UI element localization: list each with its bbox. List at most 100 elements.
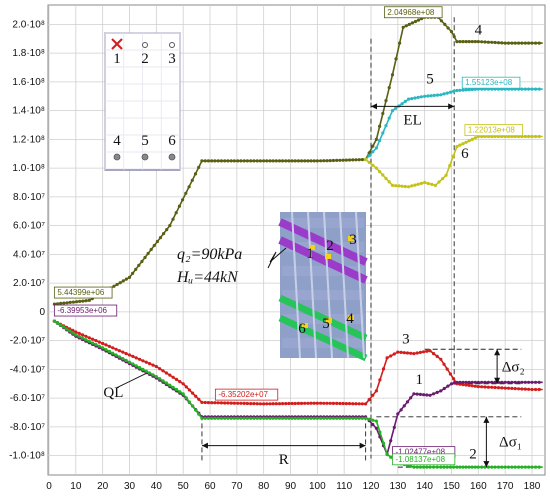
series-point <box>537 387 541 392</box>
series-point <box>177 204 181 208</box>
callout-label: -6.39953e+06 <box>57 306 107 315</box>
series-point <box>389 354 393 358</box>
legend-panel-label: 4 <box>113 133 121 149</box>
legend-panel-label: 3 <box>168 51 176 67</box>
series-point <box>467 139 471 143</box>
series-label: 1 <box>416 372 424 388</box>
series-point <box>124 358 128 362</box>
series-point <box>500 465 504 469</box>
inset-gauge <box>325 254 331 259</box>
series-point <box>331 401 335 405</box>
series-point <box>476 40 480 44</box>
series-point <box>338 158 342 162</box>
inset-plate <box>282 242 364 252</box>
y-tick-label: -6.0·10⁷ <box>10 393 46 404</box>
series-point <box>402 404 406 408</box>
series-point <box>197 165 201 169</box>
series-point <box>284 402 288 406</box>
series-point <box>458 465 462 469</box>
series-point <box>523 465 527 469</box>
series-point <box>412 392 416 396</box>
series-point <box>203 400 207 405</box>
series-point <box>226 401 230 405</box>
series-point <box>268 416 272 420</box>
series-point <box>191 404 195 408</box>
series-point <box>367 160 371 164</box>
load-q-label: q₂=90kPa <box>177 246 242 263</box>
series-point <box>476 385 480 389</box>
series-point <box>387 180 391 184</box>
series-point <box>534 465 538 469</box>
series-point <box>200 159 204 163</box>
series-point <box>503 41 507 45</box>
x-tick-label: 120 <box>363 481 380 492</box>
series-point <box>112 284 116 288</box>
series-point <box>416 95 420 99</box>
series-point <box>371 393 375 397</box>
series-point <box>271 416 275 420</box>
series-point <box>213 159 217 163</box>
series-point <box>461 40 465 44</box>
series-point <box>71 328 75 332</box>
series-point <box>428 465 432 469</box>
series-point <box>210 416 214 420</box>
series-point <box>473 380 477 384</box>
series-point <box>306 416 310 420</box>
callouts: 2.04968e+08 1.55123e+08 1.22013e+08 5.44399… <box>53 6 524 466</box>
series-point <box>171 385 175 389</box>
series-point <box>223 401 227 405</box>
series-point <box>341 416 345 420</box>
series-point <box>229 416 233 420</box>
series-point <box>232 159 236 163</box>
series-point <box>299 401 304 405</box>
series-point <box>357 402 361 406</box>
series-point <box>412 352 416 356</box>
series-point <box>328 416 332 420</box>
series-point <box>419 95 423 99</box>
series-point <box>374 146 378 150</box>
inset-photo-label: 1 <box>306 246 314 262</box>
series-point <box>117 349 121 353</box>
series-point <box>242 401 246 405</box>
series-point <box>530 134 534 139</box>
series-point <box>530 465 534 469</box>
series-point <box>357 158 361 162</box>
series-point <box>500 380 504 384</box>
series-point <box>80 333 85 337</box>
y-tick-label: 1.8·10⁸ <box>12 48 45 59</box>
series-point <box>425 465 429 469</box>
series-point <box>271 402 275 406</box>
series-point <box>415 351 419 355</box>
series-point <box>213 401 217 405</box>
series-point <box>381 111 385 116</box>
series-point <box>107 349 111 353</box>
series-point <box>262 159 266 163</box>
r-arrow-head <box>359 442 366 449</box>
y-tick-label: 2.0·10⁷ <box>13 278 45 289</box>
series-point <box>432 93 436 97</box>
series-point <box>510 380 514 384</box>
series-point <box>537 41 541 45</box>
series-point <box>537 134 541 139</box>
series-point <box>467 383 471 387</box>
series-point <box>107 344 111 348</box>
series-point <box>229 159 233 163</box>
series-point <box>151 363 155 367</box>
series-point <box>161 369 165 373</box>
series-point <box>360 416 364 420</box>
legend-panel-label: 2 <box>141 51 149 67</box>
series-point <box>84 334 88 338</box>
series-point <box>455 40 459 44</box>
series-point <box>74 330 78 334</box>
series-point <box>55 321 60 325</box>
series-point <box>344 158 348 162</box>
series-point <box>520 465 524 469</box>
inset-photo: 1 2 3 6 5 4 <box>278 211 368 362</box>
series-point <box>75 300 79 304</box>
series-point <box>461 383 465 387</box>
series-point <box>378 124 382 128</box>
series-point <box>530 41 534 45</box>
callout-box <box>392 453 456 466</box>
series-point <box>398 41 402 45</box>
series-layer <box>52 15 543 469</box>
